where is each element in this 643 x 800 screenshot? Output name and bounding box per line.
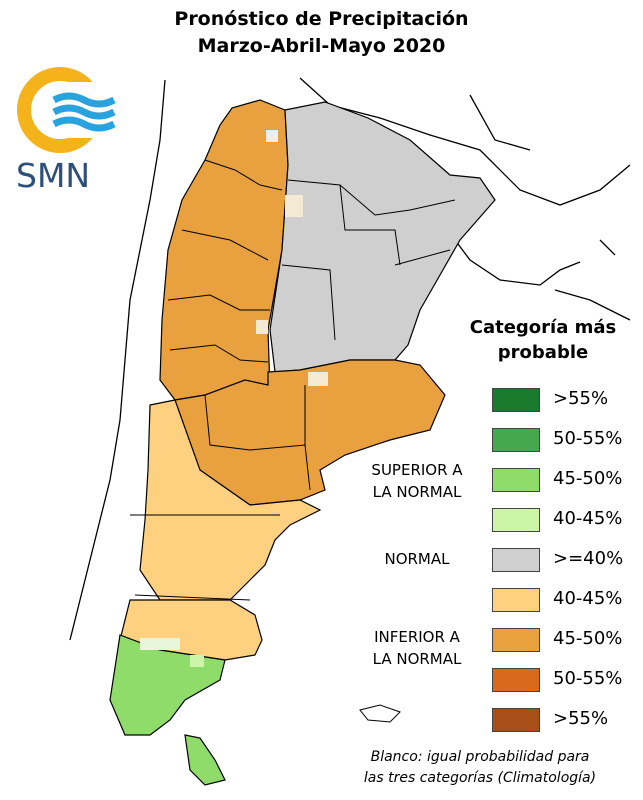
legend-label: 45-50% bbox=[553, 628, 623, 649]
legend-label: 45-50% bbox=[553, 468, 623, 489]
legend-swatch bbox=[492, 388, 540, 412]
legend-title-line2: probable bbox=[497, 342, 589, 363]
legend-label: >=40% bbox=[553, 548, 624, 569]
province-borders bbox=[130, 159, 456, 601]
legend-group-inferior-line2: LA NORMAL bbox=[372, 650, 462, 668]
region-pampas bbox=[174, 359, 446, 506]
region-patagonia-north bbox=[139, 399, 322, 601]
region-northwest bbox=[159, 99, 289, 401]
region-northeast bbox=[269, 101, 496, 373]
legend-swatch bbox=[492, 628, 540, 652]
map-pixel-accents bbox=[140, 130, 328, 667]
legend-group-superior: SUPERIOR A bbox=[371, 461, 463, 479]
legend-swatch bbox=[492, 668, 540, 692]
legend-label: 40-45% bbox=[553, 588, 623, 609]
smn-logo-text: SMN bbox=[16, 156, 91, 195]
legend-note: Blanco: igual probabilidad para bbox=[370, 749, 590, 765]
legend-swatch bbox=[492, 428, 540, 452]
neighbor-borders bbox=[69, 77, 631, 641]
argentina-regions bbox=[109, 99, 496, 786]
legend-label: 40-45% bbox=[553, 508, 623, 529]
legend-label: 50-55% bbox=[553, 428, 623, 449]
legend-note-line2: las tres categorías (Climatología) bbox=[363, 770, 597, 786]
legend-swatch bbox=[492, 508, 540, 532]
map-title: Pronóstico de Precipitación bbox=[174, 8, 469, 30]
legend-group-normal: NORMAL bbox=[384, 550, 450, 568]
map-subtitle: Marzo-Abril-Mayo 2020 bbox=[197, 35, 446, 57]
legend-swatch bbox=[492, 588, 540, 612]
legend-title: Categoría más bbox=[469, 317, 617, 338]
legend-swatch bbox=[492, 548, 540, 572]
islands bbox=[359, 704, 401, 723]
smn-logo-icon bbox=[17, 67, 122, 153]
legend-label: >55% bbox=[553, 388, 609, 409]
legend-swatch bbox=[492, 468, 540, 492]
legend-label: 50-55% bbox=[553, 668, 623, 689]
legend-group-inferior: INFERIOR A bbox=[374, 628, 460, 646]
legend-label: >55% bbox=[553, 708, 609, 729]
legend-swatch bbox=[492, 708, 540, 732]
region-tierra-del-fuego bbox=[184, 734, 226, 786]
legend-group-superior-line2: LA NORMAL bbox=[372, 483, 462, 501]
